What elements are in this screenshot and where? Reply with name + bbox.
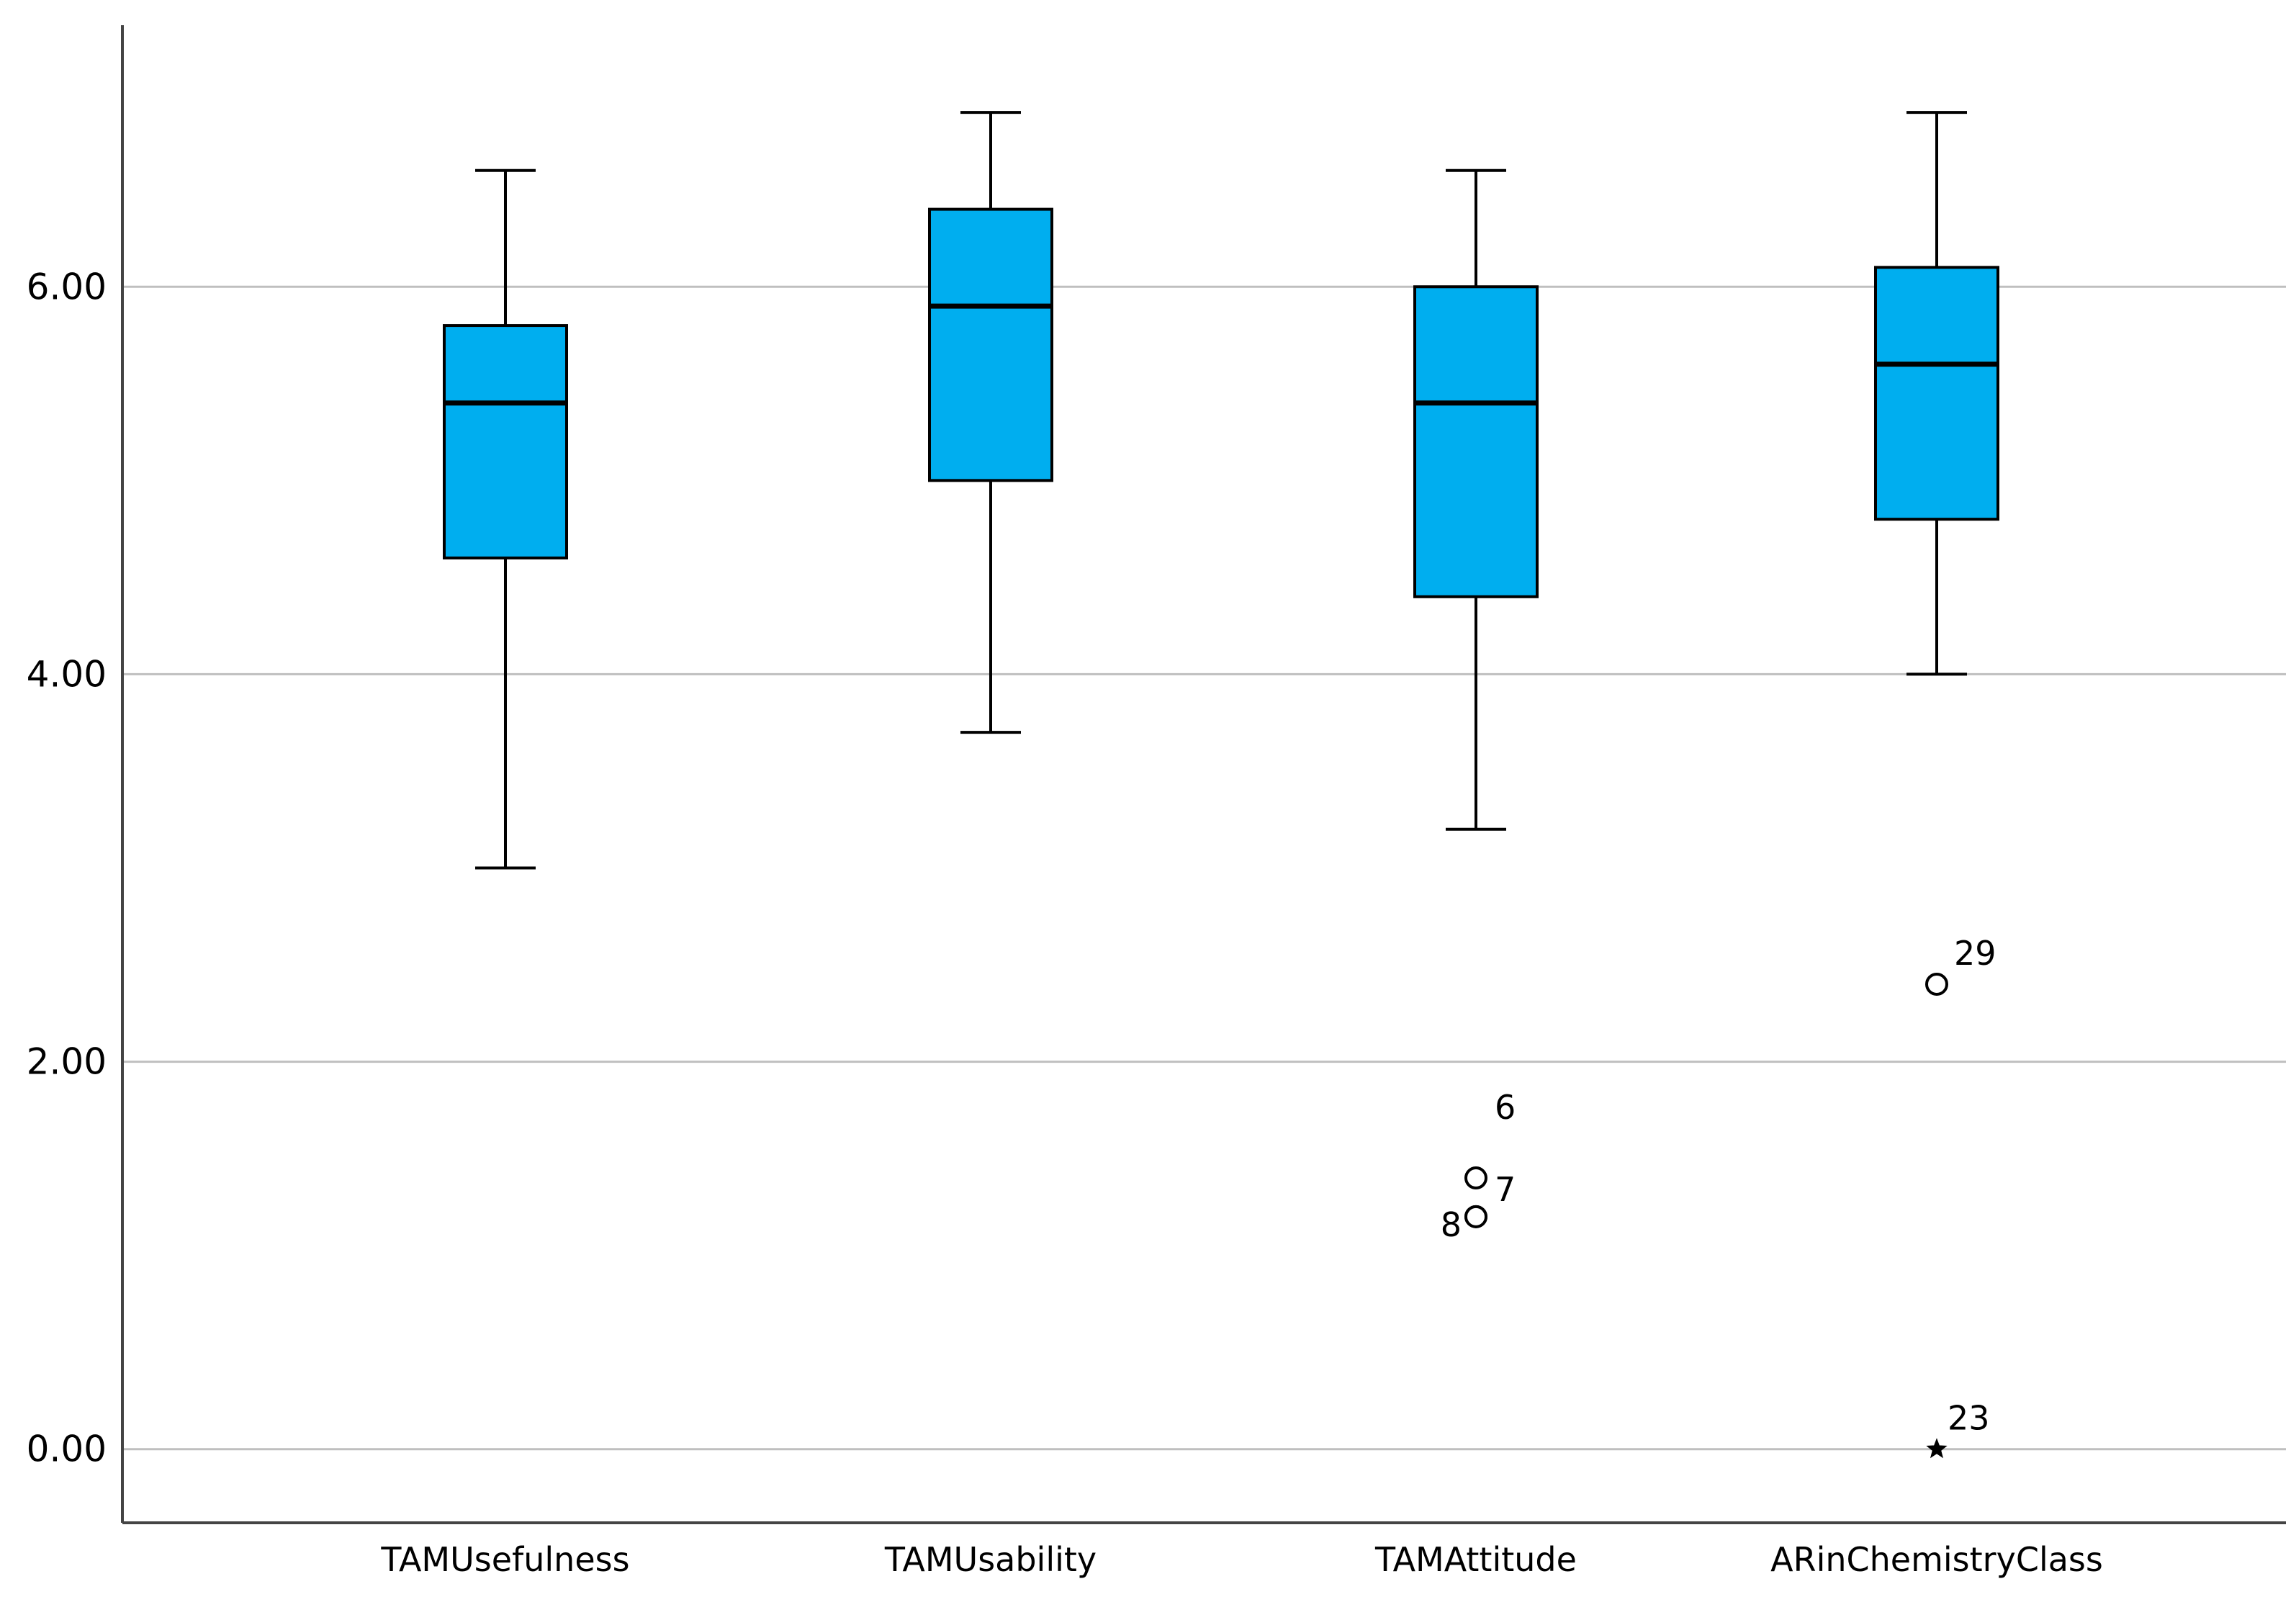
box-iqr: [928, 207, 1053, 482]
box-iqr: [443, 324, 568, 559]
outlier-label: 29: [1954, 934, 1996, 973]
box-group-ARinChemistryClass: [1874, 111, 1999, 676]
box-iqr: [1874, 266, 1999, 521]
outlier-circle: [1464, 1166, 1487, 1190]
y-tick-label: 0.00: [27, 1428, 107, 1470]
outlier-label: 8: [1441, 1205, 1462, 1244]
y-tick-label: 6.00: [27, 266, 107, 307]
box-group-TAMUsability: [928, 111, 1053, 734]
x-category-label: ARinChemistryClass: [1770, 1540, 2103, 1579]
outlier-circle: [1464, 1205, 1487, 1228]
x-category-label: TAMUsefulness: [380, 1540, 629, 1579]
outliers: 6 78 29 23: [1441, 934, 1996, 1459]
y-tick-label: 2.00: [27, 1041, 107, 1083]
outlier-label: 23: [1948, 1399, 1990, 1438]
outlier-star: [1926, 1438, 1948, 1459]
x-category-label: TAMAttitude: [1374, 1540, 1577, 1579]
x-category-label: TAMUsability: [884, 1540, 1097, 1579]
outlier-circle: [1925, 972, 1948, 996]
y-tick-labels: 0.00 2.00 4.00 6.00: [27, 266, 107, 1470]
outlier-label: 6: [1495, 1088, 1516, 1127]
axes: [121, 25, 2286, 1524]
x-category-labels: TAMUsefulness TAMUsability TAMAttitude ARin…: [380, 1540, 2102, 1579]
box-group-TAMUsefulness: [443, 168, 568, 870]
outlier-label: 7: [1495, 1170, 1516, 1209]
y-tick-label: 4.00: [27, 653, 107, 695]
boxes: [443, 111, 1999, 870]
box-group-TAMAttitude: [1413, 168, 1539, 831]
box-iqr: [1413, 285, 1539, 598]
